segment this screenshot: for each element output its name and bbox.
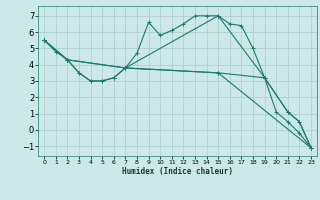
X-axis label: Humidex (Indice chaleur): Humidex (Indice chaleur) xyxy=(122,167,233,176)
